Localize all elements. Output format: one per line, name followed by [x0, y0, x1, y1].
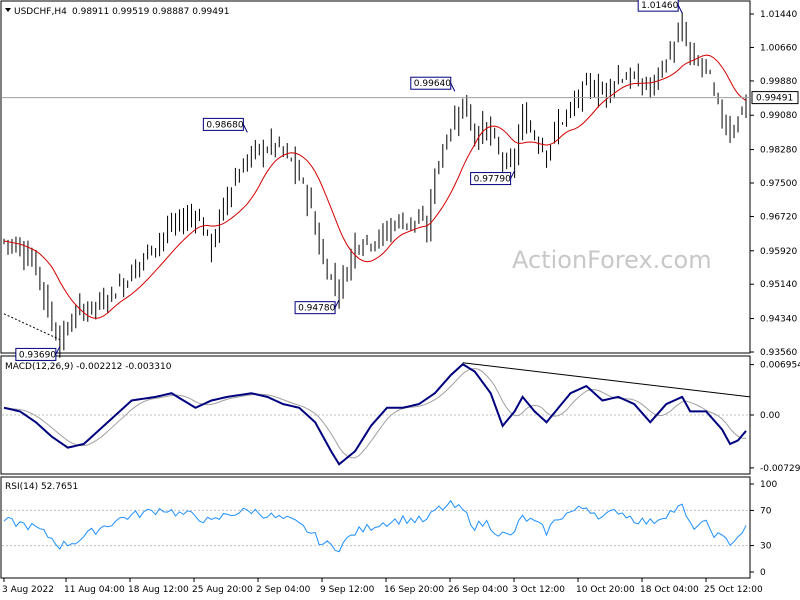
- time-tick-label: 9 Sep 12:00: [320, 585, 375, 595]
- time-axis: 3 Aug 2022 11 Aug 04:00 18 Aug 12:00 25 Aug…: [2, 578, 763, 595]
- macd-trendline: [462, 362, 751, 398]
- price-tick-label: 0.94340: [760, 315, 797, 325]
- annotation-label: 0.94780: [298, 304, 335, 314]
- rsi-axis: 100 70 30 0: [2, 480, 777, 578]
- ohlc-header: 0.98911 0.99519 0.98887 0.99491: [72, 7, 229, 17]
- macd-axis: 0.006954 0.00 -0.007294: [2, 361, 800, 474]
- annotation-label: 0.97790: [474, 175, 511, 185]
- price-tick-label: 0.96720: [760, 212, 797, 222]
- rsi-lines: [3, 499, 747, 553]
- time-tick-label: 18 Aug 12:00: [128, 585, 189, 595]
- price-tick-label: 0.99880: [760, 77, 797, 87]
- annotation-leader: [450, 82, 456, 92]
- current-price: 0.99491: [2, 91, 799, 105]
- annotation-label: 0.98680: [206, 120, 243, 130]
- price-tick-label: 1.00660: [760, 43, 797, 53]
- annotation-leader: [242, 124, 248, 133]
- current-price-label: 0.99491: [756, 94, 793, 104]
- time-tick-label: 26 Sep 04:00: [448, 585, 508, 595]
- price-tick-label: 0.95920: [760, 247, 797, 257]
- annotation-leader: [55, 346, 61, 355]
- price-tick-label: 1.01440: [760, 10, 797, 20]
- time-tick-label: 3 Aug 2022: [2, 585, 54, 595]
- time-tick-label: 25 Aug 20:00: [192, 585, 253, 595]
- macd-tick-label: -0.007294: [760, 464, 800, 474]
- annotation-label: 0.93690: [19, 350, 56, 360]
- rsi-tick-label: 70: [760, 506, 772, 516]
- time-tick-label: 10 Oct 20:00: [576, 585, 635, 595]
- annotation-leader: [677, 4, 683, 14]
- rsi-tick-label: 0: [760, 568, 766, 578]
- macd-title: MACD(12,26,9) -0.002212 -0.003310: [5, 362, 172, 372]
- annotation-leader: [510, 170, 516, 179]
- current-price-box: [751, 91, 799, 105]
- time-tick-label: 16 Sep 20:00: [384, 585, 444, 595]
- price-tick-label: 0.95140: [760, 280, 797, 290]
- time-tick-label: 3 Oct 12:00: [512, 585, 565, 595]
- symbol-header: USDCHF,H4: [14, 7, 67, 17]
- macd-tick-label: 0.00: [760, 411, 780, 421]
- rsi-tick-label: 30: [760, 542, 772, 552]
- rsi-panel: [0, 476, 751, 579]
- price-bars: [3, 12, 747, 358]
- time-tick-label: 2 Sep 04:00: [256, 585, 311, 595]
- macd-lines: [3, 362, 751, 466]
- price-annotations: 0.93690 0.98680 0.94780 0.99640 0.97790 1.014…: [3, 0, 683, 361]
- moving-average: [3, 54, 747, 319]
- macd-signal-line: [3, 367, 747, 459]
- price-axis: 1.01440 1.00660 0.99880 0.99080 0.98280 0.975…: [750, 10, 797, 358]
- rsi-title: RSI(14) 52.7651: [5, 482, 78, 492]
- price-tick-label: 0.93560: [760, 348, 797, 358]
- annotation-label: 0.99640: [414, 79, 451, 89]
- price-panel: [0, 0, 751, 354]
- rsi-line: [3, 499, 747, 553]
- annotation-leader: [334, 299, 340, 308]
- annotation-label: 1.01460: [641, 1, 678, 11]
- dropdown-triangle-icon: [5, 8, 11, 12]
- rsi-tick-label: 100: [760, 480, 777, 490]
- price-tick-label: 0.97500: [760, 179, 797, 189]
- moving-average-line: [3, 54, 747, 319]
- time-tick-label: 25 Oct 12:00: [704, 585, 763, 595]
- price-tick-label: 0.99080: [760, 111, 797, 121]
- price-title: USDCHF,H4 0.98911 0.99519 0.98887 0.9949…: [5, 7, 229, 17]
- time-tick-label: 18 Oct 04:00: [640, 585, 699, 595]
- time-tick-label: 11 Aug 04:00: [64, 585, 125, 595]
- price-tick-label: 0.98280: [760, 146, 797, 156]
- macd-main-line: [3, 363, 747, 466]
- macd-tick-label: 0.006954: [760, 361, 800, 371]
- watermark: ActionForex.com: [512, 246, 712, 274]
